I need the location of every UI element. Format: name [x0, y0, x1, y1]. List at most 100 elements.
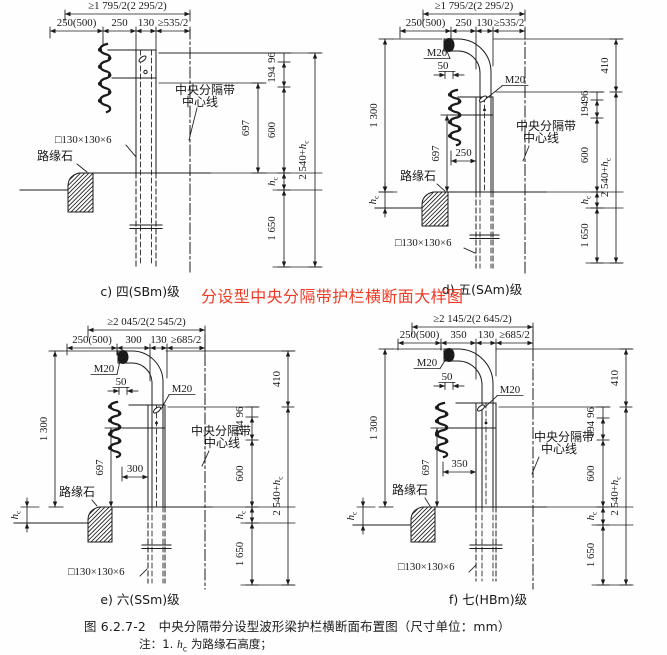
- dim-arrow: [600, 579, 606, 585]
- beam-bolt-icon: [457, 127, 462, 131]
- dim-label: 697: [430, 145, 442, 162]
- post-section-label: □130×130×6: [398, 561, 455, 573]
- post-bolt-dot: [484, 421, 488, 425]
- leader-line: [522, 145, 530, 162]
- cap-rail-tube: [117, 350, 164, 508]
- dim-arrow: [600, 440, 606, 446]
- cap-rail-tube: [443, 360, 483, 508]
- beam-bolt-icon: [97, 64, 103, 69]
- cap-rail-tube: [443, 38, 492, 193]
- dim-label: 350: [450, 329, 466, 341]
- dim-label: 410: [599, 57, 611, 73]
- dim-label: 250(500): [57, 17, 97, 29]
- dim-arrow: [600, 525, 606, 531]
- leader-line: [436, 183, 446, 192]
- note-var-c: c: [182, 644, 188, 654]
- dim-arrow: [594, 257, 600, 263]
- curb-height-label: hc: [367, 195, 381, 204]
- dim-arrow: [600, 434, 606, 440]
- hatch-line: [411, 507, 420, 542]
- curb-outline: [421, 191, 449, 227]
- dim-arrow: [199, 345, 205, 351]
- cap-rail-tube: [443, 348, 494, 508]
- dim-arrow: [255, 167, 261, 173]
- hatch-line: [81, 173, 93, 212]
- dim-label: hc: [266, 176, 280, 185]
- dim-arrow: [65, 11, 71, 17]
- slot-hole-icon: [478, 95, 488, 103]
- panel-e-cross-section: ≥2 045/2(2 545/2) 250(500) 300 130 ≥685/2 中央分…: [9, 316, 296, 607]
- panel-c-cross-section: ≥1 795/2(2 295/2) 250(500) 250 130 ≥535/2 中央分…: [19, 0, 323, 299]
- dim-arrow: [600, 519, 606, 525]
- hatch-line: [424, 507, 435, 542]
- beam-offset-label: 250: [455, 147, 471, 159]
- bolt-highlight: [118, 352, 128, 361]
- dim-arrow: [594, 112, 600, 118]
- leader-line: [160, 394, 170, 410]
- dim-arrow: [594, 100, 600, 106]
- dim-arrow: [281, 184, 287, 190]
- dim-label: 250: [455, 17, 471, 29]
- curb-label: 路缘石: [392, 482, 428, 497]
- leader-line: [484, 395, 498, 408]
- dim-arrow: [600, 418, 606, 424]
- dim-arrow: [360, 525, 366, 531]
- dim-arrow: [167, 345, 173, 351]
- dim-label: 250: [111, 17, 127, 29]
- beam-bolt-icon: [447, 106, 453, 111]
- hatch-line: [423, 192, 448, 226]
- hatch-line: [88, 507, 112, 542]
- dim-label: 410: [271, 371, 283, 387]
- dim-label: ≥1 795/2(2 295/2): [88, 0, 167, 12]
- dim-label: 1 650: [585, 543, 597, 567]
- leader-line: [463, 247, 476, 254]
- dim-arrow: [161, 345, 167, 351]
- dim-arrow: [88, 327, 94, 333]
- dim-label: 194: [579, 100, 591, 117]
- leader-line: [201, 450, 210, 467]
- dim-arrow: [249, 507, 255, 513]
- hatch-line: [73, 173, 93, 212]
- dim-label: 130: [476, 17, 492, 29]
- dim-arrow: [281, 87, 287, 93]
- dim-label: 194: [266, 66, 278, 83]
- hatch-line: [429, 507, 435, 542]
- beam-bolt-icon: [444, 412, 449, 417]
- hatch-line: [97, 507, 112, 542]
- dim-arrow: [156, 28, 162, 34]
- dim-label: 1 300: [368, 103, 380, 127]
- hatch-line: [68, 173, 93, 212]
- dim-arrow: [434, 501, 440, 507]
- hatch-line: [422, 192, 438, 226]
- beam-bolt-icon: [434, 418, 440, 424]
- hatch-line: [88, 507, 101, 542]
- hatch-line: [431, 192, 448, 226]
- w-beam-profile: [99, 42, 112, 114]
- dim-arrow: [285, 401, 291, 407]
- dim-label: 697: [240, 119, 252, 136]
- hatch-line: [68, 173, 85, 212]
- hatch-line: [68, 173, 76, 212]
- dim-label: hc: [579, 195, 593, 204]
- dim-arrow: [398, 340, 404, 346]
- post-bolt-dot: [483, 108, 486, 112]
- beam-bolt-icon: [107, 73, 112, 78]
- dim-arrow: [444, 186, 450, 192]
- dim-arrow: [445, 28, 451, 34]
- dim-arrow: [24, 523, 30, 529]
- hatch-line: [411, 507, 428, 542]
- note-suffix: 为路缘石高度；: [187, 637, 272, 651]
- dim-arrow: [24, 501, 30, 507]
- dim-arrow: [519, 11, 525, 17]
- dim-arrow: [108, 428, 114, 434]
- hatch-line: [68, 173, 81, 212]
- dim-arrow: [600, 501, 606, 507]
- dim-arrow: [453, 383, 459, 389]
- dim-arrow: [184, 28, 190, 34]
- dim-arrow: [113, 388, 119, 394]
- dim-arrow: [249, 579, 255, 585]
- hatch-line: [69, 173, 93, 212]
- dim-arrow: [594, 118, 600, 124]
- leader-line: [76, 163, 88, 173]
